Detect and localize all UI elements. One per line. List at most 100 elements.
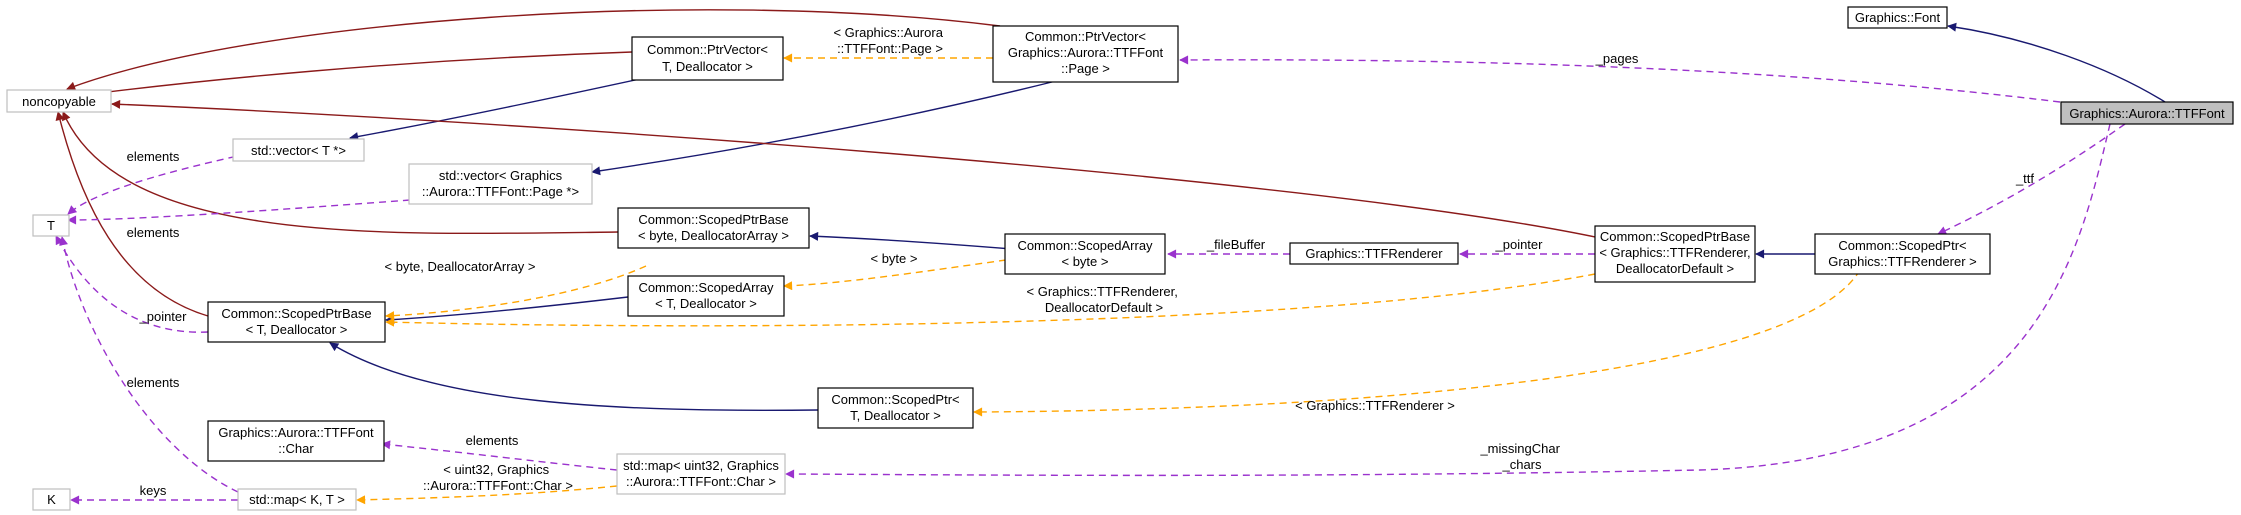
edge-label-line: < Graphics::Aurora xyxy=(833,25,943,40)
edge-scopedptr-ttf-ttffont xyxy=(1937,123,2126,235)
edge-scopedptrbase-ttf-noncopyable xyxy=(111,99,1601,239)
edge-label-elements-map-char: elements xyxy=(466,433,519,448)
node-label: Common::ScopedArray xyxy=(638,280,774,295)
node-label: < T, Deallocator > xyxy=(655,296,757,311)
node-label: < Graphics::TTFRenderer, xyxy=(1599,245,1750,260)
edge-char-map-char xyxy=(381,440,618,471)
node-label: DeallocatorDefault > xyxy=(1616,261,1734,276)
node-graphics-font[interactable]: Graphics::Font xyxy=(1847,6,1948,29)
edge-label-ttf-templ: < Graphics::TTFRenderer, DeallocatorDefa… xyxy=(1027,284,1182,315)
node-label: ::Char xyxy=(278,441,314,456)
node-label: Common::PtrVector< xyxy=(647,42,768,57)
node-label: < byte > xyxy=(1062,254,1109,269)
edge-label-missingchar: _missingChar _chars xyxy=(1479,441,1563,472)
node-label: Common::ScopedArray xyxy=(1017,238,1153,253)
node-label: T, Deallocator > xyxy=(662,59,753,74)
edge-ptrvector-page-ttffont xyxy=(1179,55,2061,103)
node-label: T xyxy=(47,218,55,233)
node-label: noncopyable xyxy=(22,94,96,109)
node-label: Graphics::Aurora::TTFFont xyxy=(1008,45,1164,60)
edge-label-uint32-templ: < uint32, Graphics ::Aurora::TTFFont::Ch… xyxy=(423,462,573,493)
node-map-kt[interactable]: std::map< K, T > xyxy=(237,488,357,511)
node-vector-page[interactable]: std::vector< Graphics ::Aurora::TTFFont:… xyxy=(408,163,593,205)
edge-label-line: < uint32, Graphics xyxy=(443,462,549,477)
node-vector-t[interactable]: std::vector< T *> xyxy=(232,138,365,162)
node-scopedptrbase-byte[interactable]: Common::ScopedPtrBase < byte, Deallocato… xyxy=(617,207,810,249)
node-label: Common::ScopedPtr< xyxy=(831,392,959,407)
node-scopedptr-ttf[interactable]: Common::ScopedPtr< Graphics::TTFRenderer… xyxy=(1814,233,1991,275)
node-label: Common::ScopedPtr< xyxy=(1838,238,1966,253)
edge-label-elements-vector-page: elements xyxy=(127,225,180,240)
node-label: std::map< uint32, Graphics xyxy=(623,458,779,473)
node-scopedptr-t[interactable]: Common::ScopedPtr< T, Deallocator > xyxy=(817,387,974,429)
node-scopedarray-t[interactable]: Common::ScopedArray < T, Deallocator > xyxy=(627,275,785,317)
node-label: std::vector< T *> xyxy=(251,143,346,158)
edge-label-pages: _pages xyxy=(1595,51,1639,66)
edge-scopedptrbase-byte-noncopyable xyxy=(62,111,619,235)
edge-label-line: ::Aurora::TTFFont::Char > xyxy=(423,478,573,493)
node-ptrvector-page[interactable]: Common::PtrVector< Graphics::Aurora::TTF… xyxy=(992,25,1179,83)
node-scopedptrbase-ttf[interactable]: Common::ScopedPtrBase < Graphics::TTFRen… xyxy=(1594,225,1756,283)
node-ptrvector-t[interactable]: Common::PtrVector< T, Deallocator > xyxy=(631,36,784,81)
edge-scopedptr-t-base xyxy=(329,342,819,411)
edge-label-ttfrenderer-templ: < Graphics::TTFRenderer > xyxy=(1295,398,1455,413)
edge-label-keys: keys xyxy=(140,483,167,498)
node-label: Common::ScopedPtrBase xyxy=(1600,229,1750,244)
edge-scopedptr-ttf-templ xyxy=(973,269,1861,417)
node-ttfrenderer[interactable]: Graphics::TTFRenderer xyxy=(1289,242,1459,265)
edge-t-vector-t xyxy=(67,153,248,215)
node-label: Graphics::Aurora::TTFFont xyxy=(2069,106,2225,121)
edge-label-ttf: _ttf xyxy=(2015,171,2034,186)
edge-scopedptrbase-ttf-templ xyxy=(385,273,1596,327)
edge-label-pointer-t: _pointer xyxy=(139,309,188,324)
node-char[interactable]: Graphics::Aurora::TTFFont ::Char xyxy=(207,420,385,462)
node-T[interactable]: T xyxy=(32,214,70,237)
edge-scopedarray-t-base xyxy=(385,296,629,325)
node-label: Graphics::TTFRenderer > xyxy=(1828,254,1976,269)
node-label: K xyxy=(47,492,56,507)
node-label: ::Aurora::TTFFont::Char > xyxy=(626,474,776,489)
edge-t-map-kt xyxy=(59,236,239,493)
node-label: ::Aurora::TTFFont::Page *> xyxy=(422,184,579,199)
edge-labels: _pages < Graphics::Aurora ::TTFFont::Pag… xyxy=(127,25,2035,498)
edge-label-filebuffer: _fileBuffer xyxy=(1206,237,1266,252)
edge-label-line: _missingChar xyxy=(1479,441,1560,456)
node-label: Graphics::Font xyxy=(1855,10,1941,25)
node-ttffont[interactable]: Graphics::Aurora::TTFFont xyxy=(2060,101,2234,125)
edge-t-scopedptrbase-t xyxy=(55,235,209,333)
node-scopedarray-byte[interactable]: Common::ScopedArray < byte > xyxy=(1004,233,1166,275)
nodes: Graphics::Font Graphics::Aurora::TTFFont… xyxy=(6,6,2234,511)
node-label: ::Page > xyxy=(1061,61,1110,76)
edge-label-line: < Graphics::TTFRenderer, xyxy=(1027,284,1178,299)
edge-label-line: ::TTFFont::Page > xyxy=(837,41,943,56)
edge-scopedarray-byte-templ xyxy=(783,259,1007,291)
edge-label-ptrvector-templ: < Graphics::Aurora ::TTFFont::Page > xyxy=(833,25,946,56)
edge-label-elements-map-kt: elements xyxy=(127,375,180,390)
edge-map-char-map-kt xyxy=(356,485,618,505)
edge-label-line: _chars xyxy=(1501,457,1542,472)
edge-ptrvector-page-noncopyable xyxy=(66,9,1001,91)
node-label: Common::PtrVector< xyxy=(1025,29,1146,44)
node-K[interactable]: K xyxy=(32,488,71,511)
node-label: Common::ScopedPtrBase xyxy=(221,306,371,321)
edge-label-pointer-ttf: _pointer xyxy=(1495,237,1544,252)
edges xyxy=(55,9,2166,505)
node-label: < T, Deallocator > xyxy=(246,322,348,337)
edge-map-char-ttffont xyxy=(785,123,2111,479)
edge-scopedarray-byte-base xyxy=(809,231,1013,250)
edge-label-elements-vector-t: elements xyxy=(127,149,180,164)
edge-label-line: DeallocatorDefault > xyxy=(1045,300,1163,315)
node-label: std::vector< Graphics xyxy=(439,168,563,183)
edge-ttffont-font xyxy=(1947,22,2166,103)
edge-ptrvector-page-vector-page xyxy=(591,79,1061,176)
edge-label-byte-deallocarray: < byte, DeallocatorArray > xyxy=(384,259,535,274)
node-scopedptrbase-t[interactable]: Common::ScopedPtrBase < T, Deallocator > xyxy=(207,301,386,343)
edge-t-vector-page xyxy=(67,199,411,225)
node-label: T, Deallocator > xyxy=(850,408,941,423)
node-map-char[interactable]: std::map< uint32, Graphics ::Aurora::TTF… xyxy=(616,453,786,495)
edge-scopedptrbase-t-noncopyable xyxy=(55,111,209,317)
node-label: Graphics::Aurora::TTFFont xyxy=(218,425,374,440)
node-noncopyable[interactable]: noncopyable xyxy=(6,89,112,113)
node-label: Graphics::TTFRenderer xyxy=(1305,246,1443,261)
